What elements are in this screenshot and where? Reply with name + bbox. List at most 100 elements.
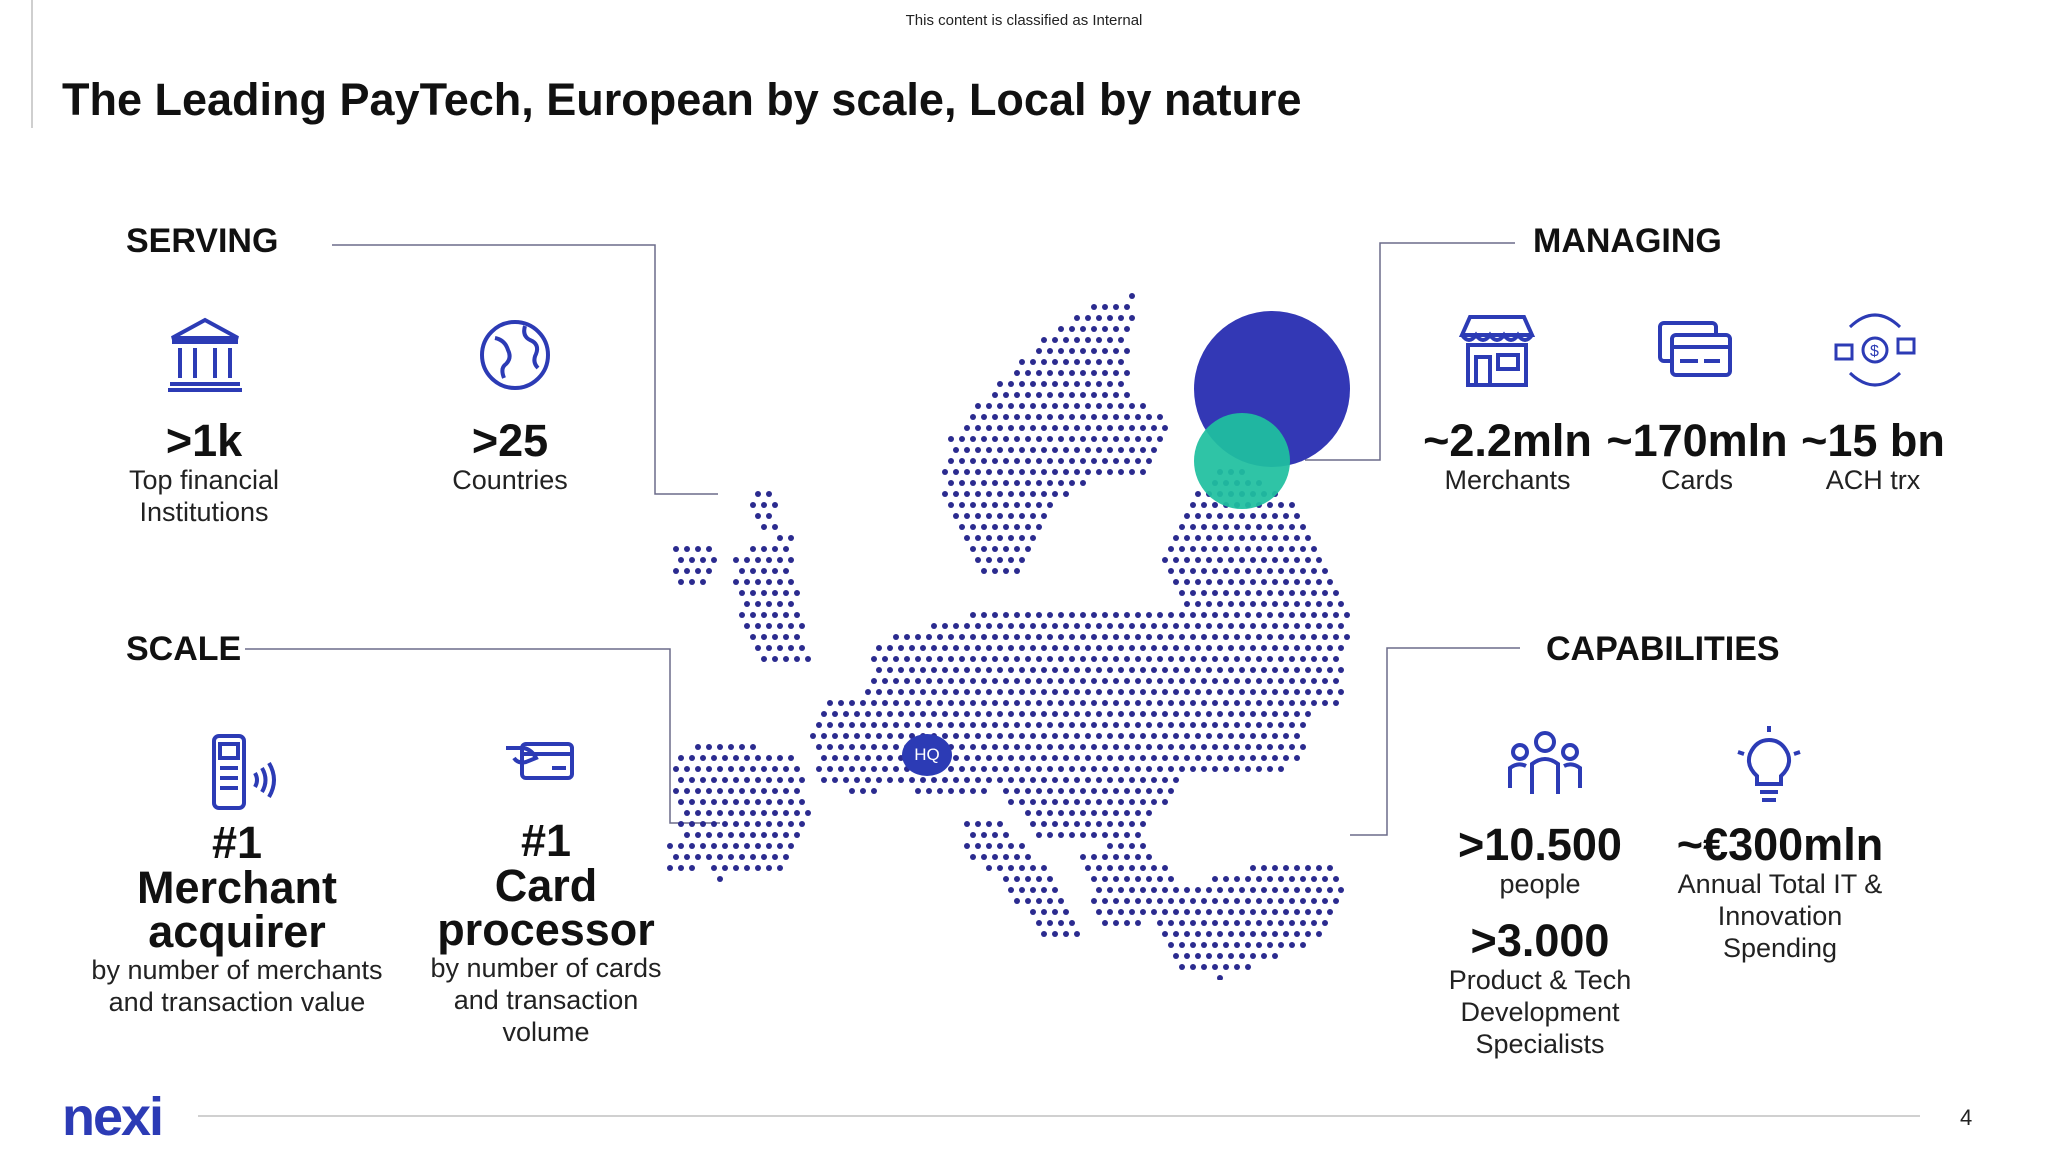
map-dot bbox=[1162, 733, 1168, 739]
map-dot bbox=[1146, 678, 1152, 684]
stat-title: Merchant acquirer bbox=[136, 862, 338, 957]
map-dot bbox=[794, 634, 800, 640]
map-dot bbox=[865, 755, 871, 761]
map-dot bbox=[1239, 513, 1245, 519]
map-dot bbox=[761, 832, 767, 838]
map-dot bbox=[1096, 315, 1102, 321]
map-dot bbox=[1316, 579, 1322, 585]
map-dot bbox=[761, 788, 767, 794]
map-dot bbox=[1228, 689, 1234, 695]
map-dot bbox=[1195, 645, 1201, 651]
map-dot bbox=[1063, 777, 1069, 783]
map-dot bbox=[1162, 711, 1168, 717]
map-dot bbox=[1234, 612, 1240, 618]
map-dot bbox=[1250, 865, 1256, 871]
map-dot bbox=[1168, 634, 1174, 640]
map-dot bbox=[1140, 623, 1146, 629]
map-dot bbox=[1173, 887, 1179, 893]
map-dot bbox=[975, 623, 981, 629]
map-dot bbox=[739, 612, 745, 618]
map-dot bbox=[706, 744, 712, 750]
map-dot bbox=[1239, 689, 1245, 695]
map-dot bbox=[1074, 469, 1080, 475]
map-dot bbox=[1058, 634, 1064, 640]
map-dot bbox=[1190, 546, 1196, 552]
map-dot bbox=[843, 755, 849, 761]
map-dot bbox=[1289, 568, 1295, 574]
map-dot bbox=[1223, 920, 1229, 926]
map-dot bbox=[695, 744, 701, 750]
stat-value: >10.500 bbox=[1458, 819, 1622, 870]
map-dot bbox=[1047, 414, 1053, 420]
map-dot bbox=[761, 590, 767, 596]
map-dot bbox=[1294, 513, 1300, 519]
map-dot bbox=[700, 821, 706, 827]
map-dot bbox=[1168, 568, 1174, 574]
map-dot bbox=[1102, 898, 1108, 904]
map-dot bbox=[1030, 711, 1036, 717]
map-dot bbox=[684, 854, 690, 860]
map-dot bbox=[706, 810, 712, 816]
map-dot bbox=[1245, 898, 1251, 904]
map-dot bbox=[1129, 623, 1135, 629]
map-dot bbox=[1283, 733, 1289, 739]
map-dot bbox=[1245, 612, 1251, 618]
map-dot bbox=[1080, 480, 1086, 486]
map-dot bbox=[744, 821, 750, 827]
map-dot bbox=[739, 810, 745, 816]
map-dot bbox=[970, 854, 976, 860]
map-dot bbox=[1272, 645, 1278, 651]
map-dot bbox=[1316, 645, 1322, 651]
map-dot bbox=[1239, 887, 1245, 893]
map-dot bbox=[689, 777, 695, 783]
map-dot bbox=[1091, 898, 1097, 904]
map-dot bbox=[1008, 513, 1014, 519]
map-dot bbox=[1195, 711, 1201, 717]
map-dot bbox=[1113, 920, 1119, 926]
map-dot bbox=[953, 623, 959, 629]
map-dot bbox=[1014, 766, 1020, 772]
map-dot bbox=[1217, 623, 1223, 629]
map-dot bbox=[1278, 524, 1284, 530]
map-dot bbox=[783, 788, 789, 794]
map-dot bbox=[755, 821, 761, 827]
map-dot bbox=[1217, 755, 1223, 761]
map-dot bbox=[1003, 634, 1009, 640]
map-dot bbox=[838, 722, 844, 728]
map-dot bbox=[1206, 601, 1212, 607]
map-dot bbox=[744, 799, 750, 805]
map-dot bbox=[1228, 711, 1234, 717]
map-dot bbox=[1124, 414, 1130, 420]
map-dot bbox=[1135, 766, 1141, 772]
map-dot bbox=[1118, 843, 1124, 849]
map-dot bbox=[1069, 436, 1075, 442]
map-dot bbox=[1047, 788, 1053, 794]
map-dot bbox=[783, 634, 789, 640]
map-dot bbox=[755, 579, 761, 585]
map-dot bbox=[1135, 436, 1141, 442]
scale-heading: SCALE bbox=[126, 630, 242, 668]
map-dot bbox=[1190, 502, 1196, 508]
map-dot bbox=[975, 843, 981, 849]
map-dot bbox=[1096, 359, 1102, 365]
map-dot bbox=[1217, 733, 1223, 739]
map-dot bbox=[986, 447, 992, 453]
map-dot bbox=[1030, 689, 1036, 695]
map-dot bbox=[1151, 667, 1157, 673]
map-dot bbox=[1261, 557, 1267, 563]
map-dot bbox=[827, 766, 833, 772]
map-dot bbox=[1261, 645, 1267, 651]
map-dot bbox=[1228, 953, 1234, 959]
map-dot bbox=[1234, 722, 1240, 728]
map-dot bbox=[1157, 436, 1163, 442]
stat-it-spending: ~€300mln Annual Total IT & Innovation Sp… bbox=[1660, 822, 1900, 964]
map-dot bbox=[1118, 689, 1124, 695]
map-dot bbox=[1267, 502, 1273, 508]
map-dot bbox=[1124, 920, 1130, 926]
map-dot bbox=[898, 645, 904, 651]
map-dot bbox=[1283, 535, 1289, 541]
map-dot bbox=[1008, 711, 1014, 717]
map-dot bbox=[783, 612, 789, 618]
map-dot bbox=[777, 645, 783, 651]
map-dot bbox=[1008, 667, 1014, 673]
